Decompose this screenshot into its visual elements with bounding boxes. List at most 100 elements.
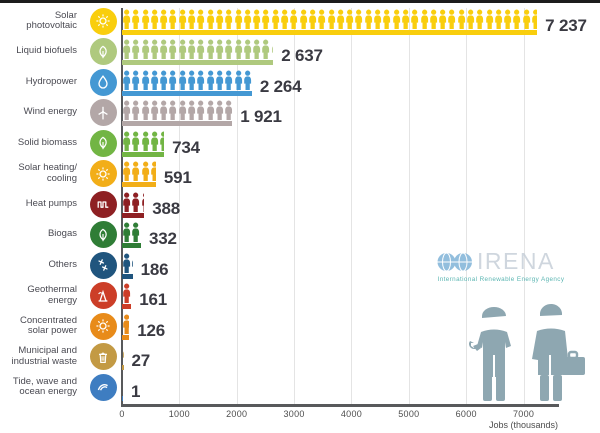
pictogram-bar: [122, 344, 124, 370]
gridline: [179, 8, 181, 404]
x-axis-label: Jobs (thousands): [488, 420, 558, 430]
category-icon-box: [84, 312, 122, 340]
person-icons: [122, 283, 131, 304]
top-border-line: [0, 0, 600, 3]
plot-area: [122, 8, 558, 404]
x-axis-tick: 1000: [168, 409, 190, 419]
sun-icon: [89, 7, 117, 35]
person-icons: [122, 100, 233, 121]
person-icons: [122, 131, 165, 152]
category-row: Others 186: [0, 251, 600, 283]
person-icons: [122, 314, 130, 335]
category-icon-box: [84, 38, 122, 66]
category-icon-box: [84, 160, 122, 188]
pictogram-bar: [122, 222, 142, 248]
x-axis-ticks: 0 1000 2000 3000 4000 5000 6000 7000: [119, 409, 558, 421]
leaf-icon: [89, 38, 117, 66]
bar-cell: 7 237: [122, 9, 600, 35]
person-icons: [122, 253, 133, 274]
gridline: [523, 8, 525, 404]
category-rows: Solar photovoltaic 7 237 Liquid biofuels 2 …: [0, 7, 600, 405]
x-axis-tick: 6000: [455, 409, 477, 419]
category-row: Wind energy 1 921: [0, 99, 600, 131]
value-label: 126: [137, 320, 165, 340]
bar-cell: 1 921: [122, 100, 600, 126]
bar-cell: 734: [122, 131, 600, 157]
category-label: Solid biomass: [17, 136, 77, 148]
irena-watermark: IRENA International Renewable Energy Age…: [436, 248, 566, 283]
bar-cell: 2 264: [122, 70, 600, 96]
person-icons: [122, 192, 145, 213]
person-icons: [122, 161, 156, 182]
value-label: 1 921: [240, 107, 282, 126]
pictogram-bar: [122, 131, 165, 157]
sparks-icon: [89, 251, 117, 279]
leaf-icon: [89, 221, 117, 249]
category-label: Municipal and industrial waste: [11, 345, 77, 367]
category-icon-box: [84, 343, 122, 371]
x-axis-tick: 3000: [283, 409, 305, 419]
category-label: Geothermal energy: [27, 284, 77, 306]
category-icon-box: [84, 68, 122, 96]
pictogram-bar: [122, 39, 274, 65]
pictogram-bar: [122, 253, 133, 279]
pictogram-bar: [122, 375, 123, 401]
pictogram-bar: [122, 70, 252, 96]
bar-cell: 161: [122, 283, 600, 309]
category-row: Heat pumps 388: [0, 190, 600, 222]
category-row: Liquid biofuels 2 637: [0, 38, 600, 70]
value-label: 7 237: [545, 15, 587, 35]
person-icons: [122, 375, 123, 396]
category-label: Hydropower: [25, 75, 77, 87]
gridline: [351, 8, 353, 404]
category-row: Solid biomass 734: [0, 129, 600, 161]
x-axis-tick: 0: [119, 409, 125, 419]
category-label: Heat pumps: [25, 197, 77, 209]
category-label: Solar photovoltaic: [26, 9, 77, 32]
bar-cell: 186: [122, 253, 600, 279]
value-label: 332: [149, 229, 177, 248]
value-label: 2 637: [281, 46, 323, 65]
bar-cell: 27: [122, 344, 600, 370]
gridline: [294, 8, 296, 404]
irena-brand-text: IRENA: [477, 248, 555, 274]
category-label: Liquid biofuels: [16, 45, 77, 57]
category-label: Solar heating/ cooling: [18, 162, 77, 184]
category-row: Tide, wave and ocean energy 1: [0, 373, 600, 405]
category-label: Concentrated solar power: [19, 314, 77, 337]
x-axis-line: [121, 404, 559, 407]
trash-icon: [89, 343, 117, 371]
x-axis-tick: 7000: [512, 409, 535, 419]
category-label: Others: [48, 258, 77, 270]
water-drop-icon: [89, 68, 117, 96]
category-icon-box: [84, 373, 122, 401]
irena-globes-icon: [437, 252, 472, 271]
pictogram-bar: [122, 9, 538, 35]
value-label: 161: [139, 290, 167, 309]
value-label: 591: [163, 168, 192, 187]
bar-cell: 332: [122, 222, 600, 248]
person-icons: [122, 9, 538, 30]
geothermal-icon: [89, 282, 117, 310]
category-icon-box: [84, 251, 122, 279]
sun-icon: [89, 312, 117, 340]
bar-cell: 591: [122, 161, 600, 187]
x-axis-tick: 4000: [340, 409, 363, 419]
x-axis-tick: 2000: [226, 409, 248, 419]
category-row: Municipal and industrial waste 27: [0, 343, 600, 375]
person-icons: [122, 222, 141, 243]
category-icon-box: [84, 190, 122, 218]
gridline: [466, 8, 468, 404]
category-icon-box: [84, 7, 122, 35]
pictogram-bar: [122, 161, 156, 187]
leaf-icon: [89, 129, 117, 157]
sun-icon: [89, 160, 117, 188]
category-row: Geothermal energy 161: [0, 282, 600, 314]
category-icon-box: [84, 282, 122, 310]
pictogram-bar: [122, 192, 145, 218]
value-label: 186: [140, 259, 169, 279]
workers-icon: [469, 303, 585, 401]
value-label: 2 264: [259, 76, 302, 96]
wave-icon: [89, 373, 117, 401]
